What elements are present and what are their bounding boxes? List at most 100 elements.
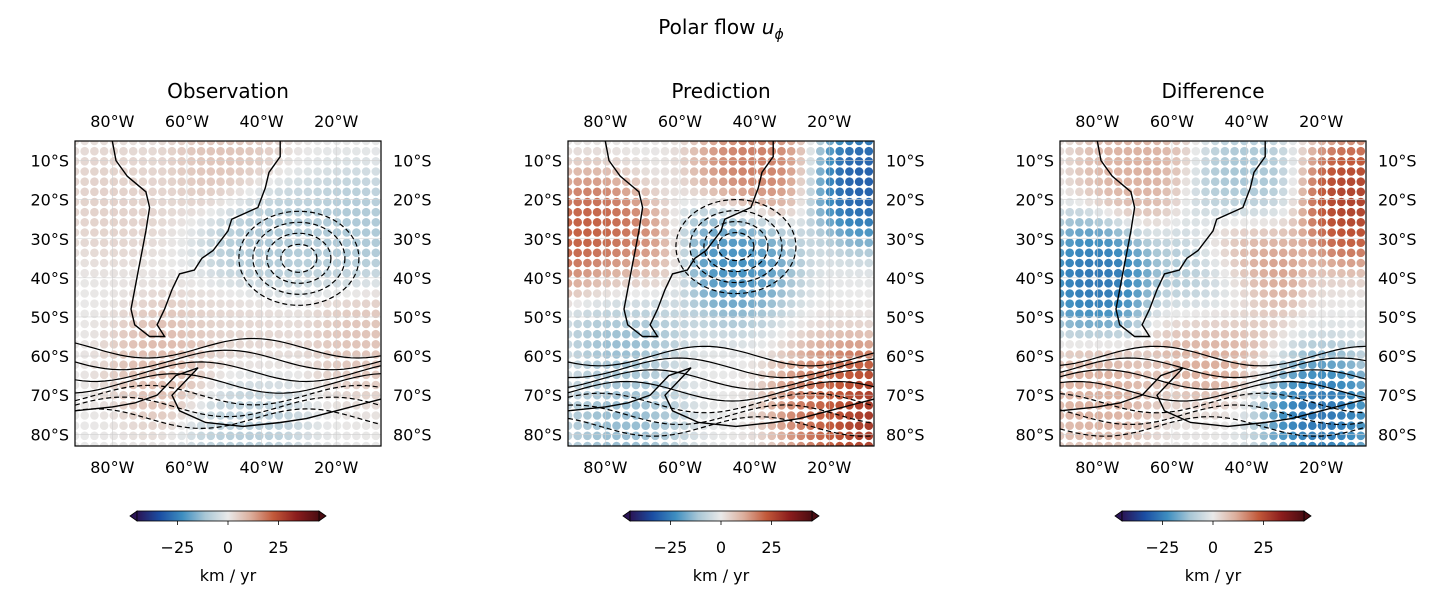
field-dot [293,141,303,146]
field-dot [1210,340,1220,349]
field-dot [128,141,138,146]
field-dot [660,167,670,176]
field-dot [293,187,303,197]
field-dot [748,380,757,390]
field-dot [612,431,621,441]
field-dot [689,319,699,329]
field-dot [128,197,138,207]
field-dot [1084,421,1094,431]
field-dot [167,299,177,309]
field-dot [718,167,728,176]
field-dot [1278,279,1288,288]
field-dot [1230,309,1239,319]
coastlines [568,141,874,428]
field-dot [90,141,99,146]
field-dot [293,207,303,217]
field-dot [361,279,371,288]
field-dot [1230,238,1239,247]
field-dot [245,340,254,349]
field-dot [660,441,670,446]
field-dot [825,248,835,258]
field-dot [1201,197,1210,207]
field-dot [738,319,747,329]
field-dot [1094,248,1104,258]
field-dot [709,350,718,359]
field-dot [621,411,631,420]
field-dot [109,299,119,309]
field-dot [728,248,738,258]
field-dot [568,411,573,420]
field-dot [303,299,313,309]
field-dot [1191,329,1201,339]
field-dot [670,309,679,319]
field-dot [825,401,835,410]
field-dot [245,360,254,370]
field-dot [612,329,621,339]
field-dot [689,197,699,207]
field-dot [1337,309,1346,319]
field-dot [728,350,738,359]
field-dot [641,279,650,288]
field-dot [1249,441,1259,446]
field-dot [825,258,835,268]
field-dot [1060,207,1065,217]
field-dot [342,177,352,186]
field-dot [371,370,381,380]
field-dot [284,228,293,237]
field-dot [573,350,582,359]
field-dot [196,380,206,390]
field-dot [602,289,612,298]
field-dot [738,441,747,446]
field-dot [568,218,573,227]
field-dot [332,401,342,410]
field-dot [1298,431,1307,441]
field-dot [592,238,602,247]
field-dot [592,258,602,268]
field-dot [568,248,573,258]
field-dot [1249,319,1259,329]
field-dot [1327,360,1336,370]
field-dot [1065,401,1074,410]
field-dot [75,380,80,390]
field-dot [777,207,786,217]
field-dot [796,207,806,217]
field-dot [361,319,371,329]
field-dot [641,421,650,431]
field-dot [718,157,728,166]
field-dot [1288,218,1298,227]
field-dot [1327,380,1336,390]
field-dot [1181,309,1191,319]
field-dot [670,141,679,146]
field-dot [75,167,80,176]
field-dot [109,279,119,288]
field-dot [206,146,216,156]
field-dot [332,258,342,268]
field-dot [1113,340,1123,349]
field-dot [1181,146,1191,156]
field-dot [1060,258,1065,268]
field-dot [245,319,254,329]
field-dot [1259,370,1269,380]
field-dot [602,441,612,446]
field-dot [689,350,699,359]
field-dot [1060,268,1065,278]
field-dot [583,350,592,359]
field-dot [767,340,777,349]
field-dot [864,401,874,410]
field-dot [264,289,274,298]
lat-tick-label-right: 40°S [393,269,432,288]
field-dot [1240,279,1249,288]
field-dot [177,248,186,258]
field-dot [1317,340,1327,349]
field-dot [583,411,592,420]
field-dot [158,441,167,446]
field-dot [1191,157,1201,166]
field-dot [293,299,303,309]
field-dot [1210,299,1220,309]
field-dot [1308,197,1317,207]
contour-line [568,357,874,379]
field-dot [138,177,148,186]
field-dot [128,268,138,278]
field-dot [1249,340,1259,349]
field-dot [371,207,381,217]
